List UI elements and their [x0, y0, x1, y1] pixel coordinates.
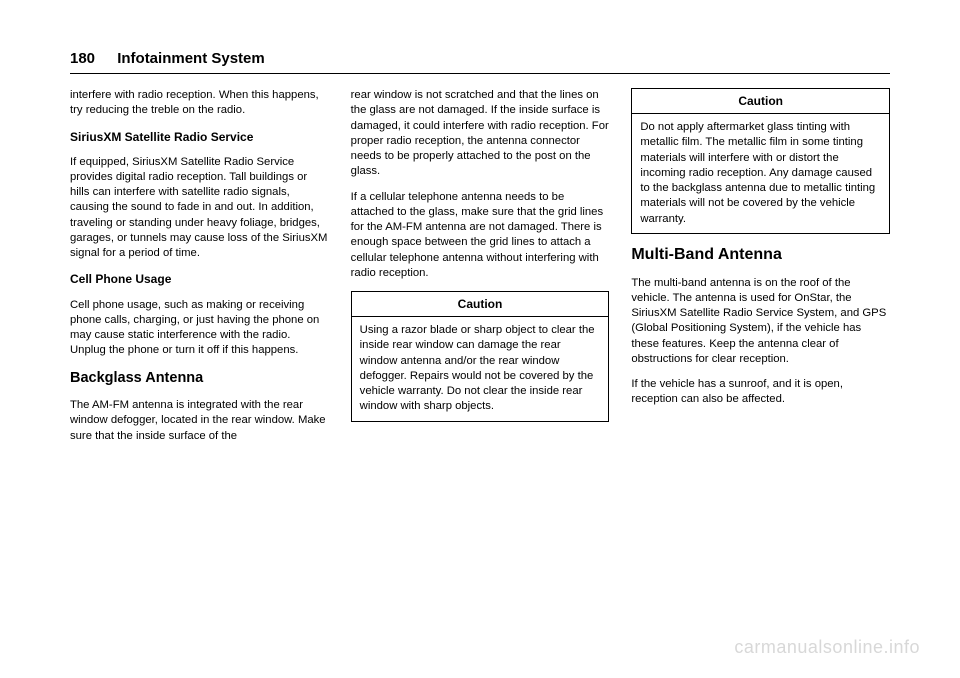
- col2-continued-text: rear window is not scratched and that th…: [351, 88, 610, 180]
- column-2: rear window is not scratched and that th…: [351, 88, 610, 454]
- column-3: Caution Do not apply aftermarket glass t…: [631, 88, 890, 454]
- caution-body-tinting: Do not apply aftermarket glass tinting w…: [632, 114, 889, 233]
- caution-box-razor: Caution Using a razor blade or sharp obj…: [351, 291, 610, 422]
- column-1: interfere with radio reception. When thi…: [70, 88, 329, 454]
- caution-box-tinting: Caution Do not apply aftermarket glass t…: [631, 88, 890, 234]
- watermark: carmanualsonline.info: [734, 637, 920, 658]
- multiband-text: The multi-band antenna is on the roof of…: [631, 276, 890, 368]
- caution-title: Caution: [352, 292, 609, 317]
- col1-continued-text: interfere with radio reception. When thi…: [70, 88, 329, 119]
- page-number: 180: [70, 50, 95, 67]
- caution-title: Caution: [632, 89, 889, 114]
- heading-multiband: Multi-Band Antenna: [631, 244, 890, 266]
- caution-body-razor: Using a razor blade or sharp object to c…: [352, 317, 609, 421]
- page-header: 180 Infotainment System: [70, 50, 890, 67]
- header-rule: [70, 73, 890, 74]
- backglass-text: The AM-FM antenna is integrated with the…: [70, 398, 329, 444]
- cellular-antenna-text: If a cellular telephone antenna needs to…: [351, 190, 610, 282]
- columns: interfere with radio reception. When thi…: [70, 88, 890, 454]
- section-title: Infotainment System: [117, 50, 265, 67]
- sunroof-text: If the vehicle has a sunroof, and it is …: [631, 377, 890, 408]
- siriusxm-text: If equipped, SiriusXM Satellite Radio Se…: [70, 155, 329, 262]
- heading-backglass: Backglass Antenna: [70, 369, 329, 389]
- manual-page: 180 Infotainment System interfere with r…: [0, 0, 960, 678]
- heading-siriusxm: SiriusXM Satellite Radio Service: [70, 129, 329, 145]
- heading-cell-phone: Cell Phone Usage: [70, 271, 329, 287]
- cell-phone-text: Cell phone usage, such as making or rece…: [70, 298, 329, 359]
